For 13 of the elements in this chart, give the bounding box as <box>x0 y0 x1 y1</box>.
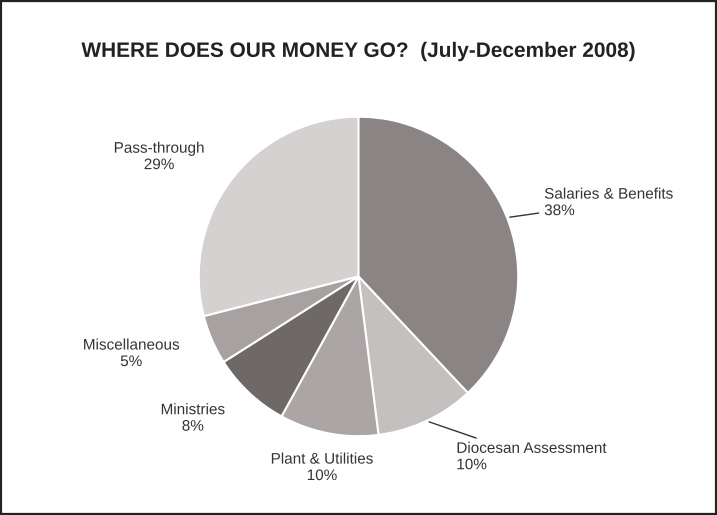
data-label: 8% <box>182 420 204 431</box>
data-label: 5% <box>120 355 142 366</box>
chart-title: WHERE DOES OUR MONEY GO? (July-December 2008) <box>81 42 635 62</box>
slice-label: Diocesan Assessment <box>458 442 606 453</box>
data-label: 10% <box>308 469 337 480</box>
slice-label: Miscellaneous <box>84 338 180 350</box>
data-label: 38% <box>544 204 574 216</box>
slice-label: Pass-through <box>114 142 204 156</box>
data-label: 10% <box>457 458 486 470</box>
data-label: 29% <box>144 158 174 170</box>
slice-label: Salaries & Benefits <box>544 188 673 199</box>
slice-label: Ministries <box>162 403 225 414</box>
slice-label: Plant & Utilities <box>272 452 373 464</box>
